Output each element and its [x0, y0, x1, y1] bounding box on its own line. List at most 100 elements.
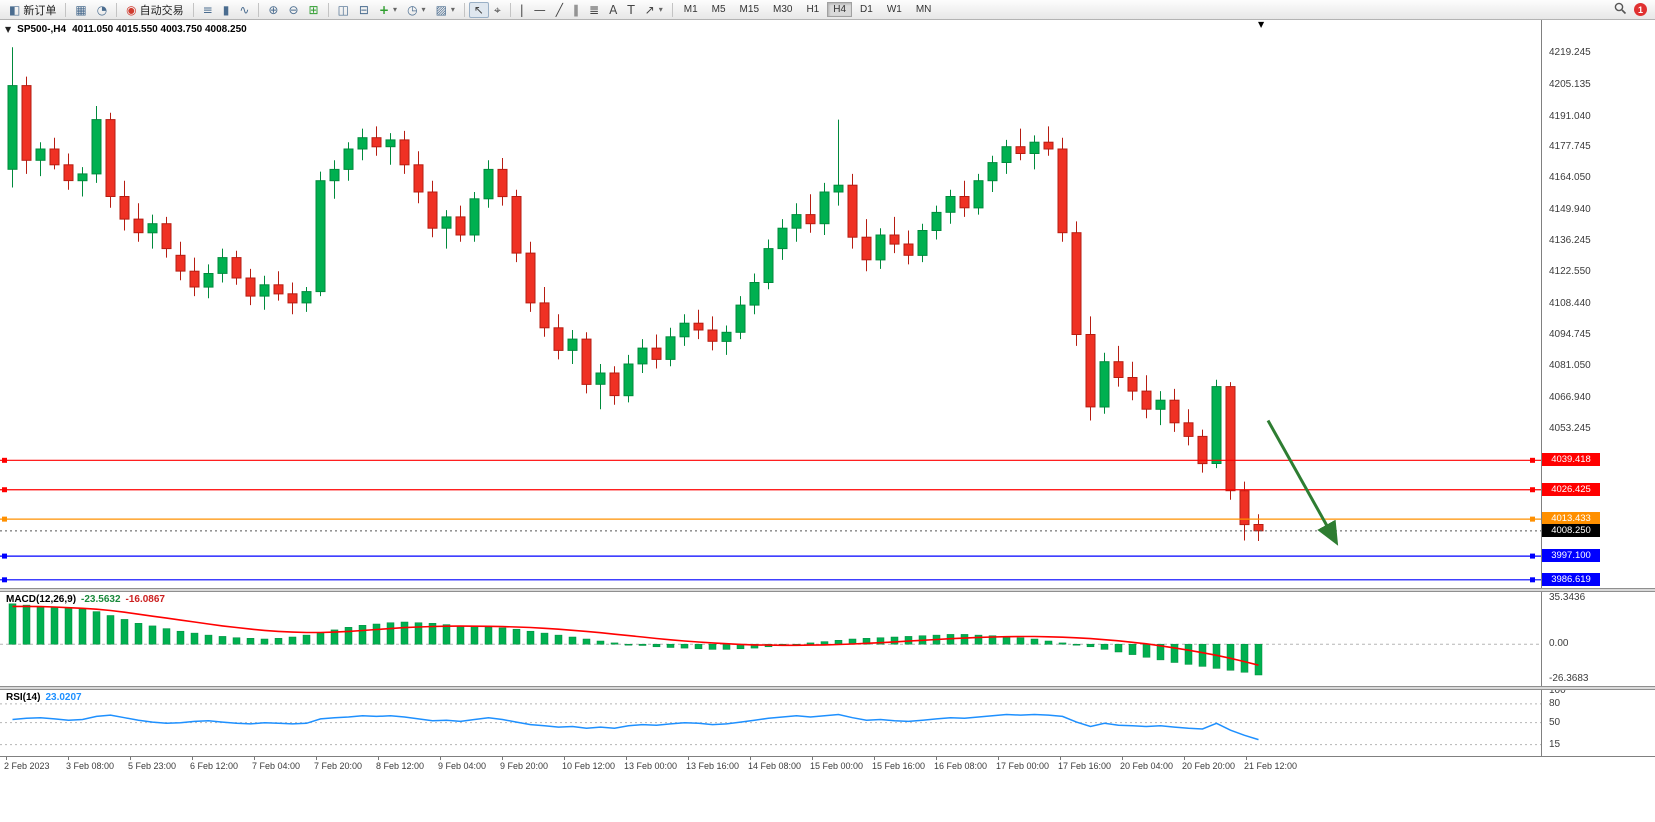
timeframe-button-m15[interactable]: M15 — [739, 4, 759, 15]
macd-histogram-bar — [960, 634, 969, 645]
macd-histogram-bar — [708, 643, 717, 650]
magnifier-icon[interactable] — [1614, 2, 1627, 18]
time-axis-tick — [440, 757, 441, 760]
line-handle[interactable] — [1530, 577, 1535, 583]
add-indicator-button[interactable]: + ▾ — [374, 2, 402, 18]
line-handle[interactable] — [1530, 457, 1535, 463]
timeframe-button-h1[interactable]: H1 — [806, 4, 820, 15]
line-handle[interactable] — [2, 457, 7, 463]
line-handle[interactable] — [1530, 516, 1535, 522]
panel-splitter[interactable] — [0, 686, 1655, 690]
candlestick — [399, 139, 410, 166]
market-watch-button[interactable]: ◔ — [92, 2, 112, 18]
time-axis-tick — [998, 757, 999, 760]
auto-trading-button[interactable]: ◉ 自动交易 — [121, 0, 188, 20]
line-chart-icon: ∿ — [239, 2, 250, 17]
candlestick — [721, 331, 732, 342]
text-tool-button[interactable]: A — [604, 2, 622, 18]
new-order-button[interactable]: ◧ 新订单 — [4, 0, 61, 20]
trendline-tool-button[interactable]: ╱ — [551, 2, 568, 18]
line-handle[interactable] — [1530, 487, 1535, 493]
price-axis-label: 4177.745 — [1549, 141, 1591, 153]
candlestick — [1197, 435, 1208, 465]
panel-splitter[interactable] — [0, 588, 1655, 592]
timeframe-button-w1[interactable]: W1 — [886, 4, 902, 15]
macd-histogram-bar — [372, 623, 381, 645]
cursor-icon: ↖ — [473, 2, 484, 17]
timeframe-button-d1[interactable]: D1 — [860, 4, 873, 15]
zoom-in-button[interactable]: ⊕ — [263, 2, 283, 18]
crosshair-tool-button[interactable]: ⌖ — [489, 2, 506, 18]
macd-histogram-bar — [1184, 643, 1193, 665]
window-layout-b-button[interactable]: ⊟ — [354, 2, 374, 18]
line-handle[interactable] — [2, 553, 7, 559]
macd-histogram-bar — [386, 622, 395, 645]
templates-button[interactable]: ▨ ▾ — [431, 2, 460, 18]
label-tool-button[interactable]: T — [622, 2, 639, 18]
vertical-line-icon: | — [519, 2, 524, 17]
candlestick — [1169, 399, 1180, 424]
fibonacci-tool-button[interactable]: ≣ — [584, 2, 604, 18]
timeframe-button-m1[interactable]: M1 — [683, 4, 698, 15]
macd-histogram-bar — [1128, 643, 1137, 655]
rsi-panel-canvas[interactable] — [0, 690, 1541, 756]
notification-badge[interactable]: 1 — [1634, 3, 1647, 16]
horizontal-line-tool-button[interactable]: — — [529, 2, 551, 18]
chart-collapse-arrow-icon[interactable]: ▼ — [5, 25, 12, 34]
main-chart-canvas[interactable] — [0, 20, 1541, 588]
candlestick-chart-button[interactable]: ▮ — [218, 2, 235, 18]
macd-histogram-bar — [428, 623, 437, 645]
price-level-badge: 4026.425 — [1542, 482, 1600, 496]
macd-histogram-bar — [36, 606, 45, 645]
timeframe-button-mn[interactable]: MN — [915, 4, 932, 15]
time-axis-label: 5 Feb 23:00 — [128, 761, 177, 771]
arrows-tool-icon: ↗ — [644, 2, 655, 17]
candlestick — [665, 336, 676, 360]
macd-histogram-bar — [162, 628, 171, 645]
auto-trading-icon: ◉ — [126, 2, 137, 17]
label-tool-icon: T — [627, 2, 635, 17]
macd-panel-canvas[interactable] — [0, 592, 1541, 686]
macd-histogram-bar — [64, 607, 73, 645]
cursor-tool-button[interactable]: ↖ — [468, 1, 489, 18]
trend-arrow-object[interactable] — [1266, 419, 1339, 546]
channel-tool-button[interactable]: ∥ — [568, 2, 584, 18]
period-menu-button[interactable]: ◷ ▾ — [402, 2, 431, 18]
macd-histogram-bar — [610, 642, 619, 645]
timeframe-button-m5[interactable]: M5 — [711, 4, 726, 15]
macd-histogram-bar — [638, 643, 647, 646]
time-axis-tick — [812, 757, 813, 760]
macd-signal-line — [12, 605, 1259, 666]
price-axis[interactable]: 4219.245 4205.135 4191.040 4177.745 4164.050… — [1541, 20, 1655, 775]
line-handle[interactable] — [2, 577, 7, 583]
macd-histogram-bar — [414, 622, 423, 645]
price-axis-label: 4053.245 — [1549, 423, 1591, 435]
toolbar-separator — [327, 2, 329, 17]
line-handle[interactable] — [1530, 553, 1535, 559]
line-chart-button[interactable]: ∿ — [234, 2, 254, 18]
price-axis-label: 4108.440 — [1549, 298, 1591, 310]
price-axis-label: 4164.050 — [1549, 172, 1591, 184]
time-axis-label: 15 Feb 00:00 — [810, 761, 864, 771]
chart-profile-button[interactable]: ▦ — [70, 2, 91, 18]
macd-histogram-bar — [596, 640, 605, 645]
time-axis[interactable]: 2 Feb 2023 3 Feb 08:00 5 Feb 23:00 6 Feb 12… — [0, 756, 1655, 775]
macd-histogram-bar — [1240, 643, 1249, 673]
arrows-tool-button[interactable]: ↗ ▾ — [640, 2, 668, 18]
vertical-line-tool-button[interactable]: | — [515, 2, 529, 18]
candlestick — [973, 180, 984, 209]
price-axis-label: 4122.550 — [1549, 266, 1591, 278]
timeframe-button-h4[interactable]: H4 — [827, 2, 853, 17]
tile-windows-button[interactable]: ⊞ — [304, 2, 324, 18]
candlestick — [441, 216, 452, 229]
timeframe-button-m30[interactable]: M30 — [773, 4, 793, 15]
macd-histogram-bar — [554, 634, 563, 645]
line-handle[interactable] — [2, 516, 7, 522]
line-handle[interactable] — [2, 487, 7, 493]
candlestick — [777, 227, 788, 250]
bars-chart-button[interactable]: ≡ — [198, 2, 218, 18]
candlestick — [1155, 399, 1166, 410]
zoom-out-button[interactable]: ⊖ — [283, 2, 303, 18]
window-layout-a-button[interactable]: ◫ — [333, 2, 354, 18]
